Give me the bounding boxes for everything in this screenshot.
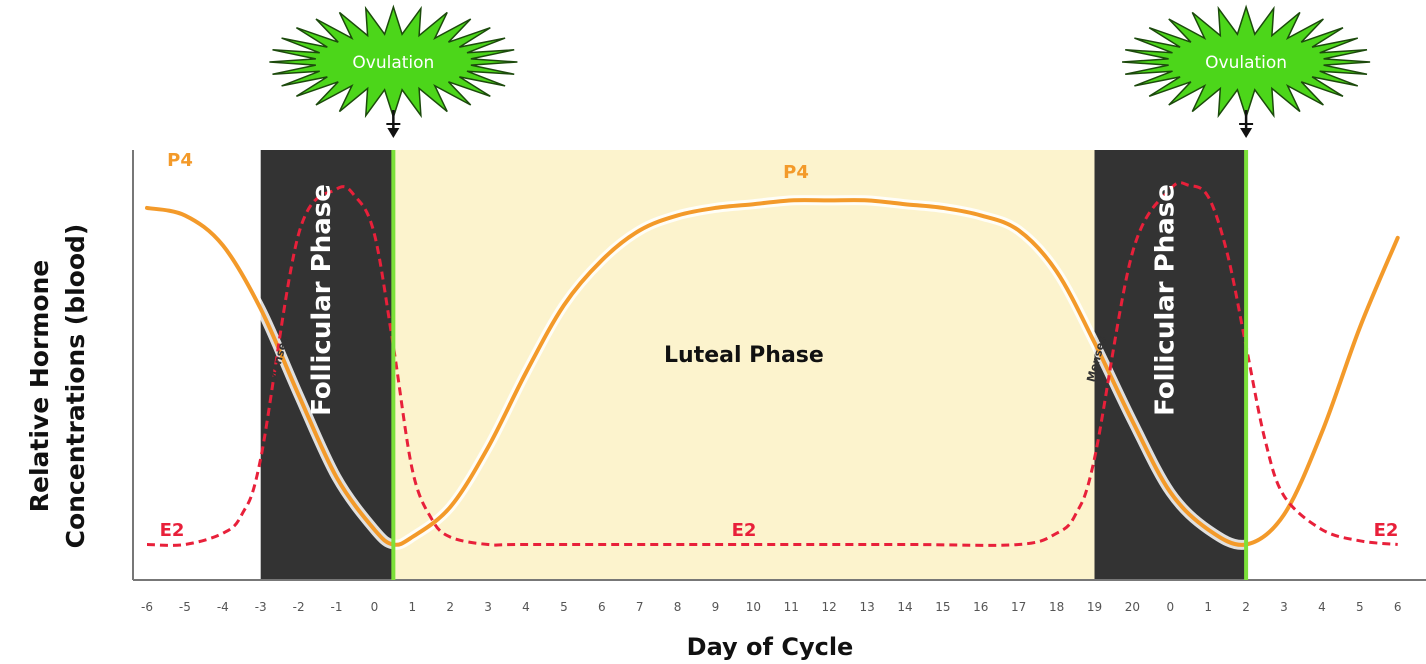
phase-band-3 — [1094, 150, 1247, 580]
x-tick-label: 19 — [1087, 600, 1102, 614]
x-tick-label: 4 — [1318, 600, 1326, 614]
ovulation-arrow-head-1 — [387, 128, 400, 138]
x-tick-label: 12 — [822, 600, 837, 614]
e2-label-3: E2 — [1374, 520, 1399, 541]
x-axis-title: Day of Cycle — [687, 633, 854, 661]
p4-curve — [145, 198, 1400, 547]
x-tick-label: 13 — [859, 600, 874, 614]
x-tick-label: 20 — [1125, 600, 1140, 614]
x-tick-label: 2 — [1242, 600, 1250, 614]
curve-layer — [142, 181, 1403, 550]
x-tick-label: 14 — [897, 600, 912, 614]
axis-layer — [132, 150, 1426, 581]
x-tick-label: -2 — [293, 600, 305, 614]
x-tick-label: 3 — [484, 600, 492, 614]
x-tick-label: -6 — [141, 600, 153, 614]
x-tick-label: -3 — [255, 600, 267, 614]
ovulation-label-1: Ovulation — [352, 53, 434, 73]
x-tick-label: 3 — [1280, 600, 1288, 614]
y-axis-title: Relative Hormone Concentrations (blood) — [25, 224, 90, 549]
x-tick-label: 4 — [522, 600, 530, 614]
x-tick-label: 2 — [446, 600, 454, 614]
phase-label-2: Luteal Phase — [664, 343, 824, 368]
x-tick-label: 16 — [973, 600, 988, 614]
e2-label-1: E2 — [160, 520, 185, 541]
phase-label-3: Follicular Phase — [1150, 184, 1180, 416]
p4-label-2: P4 — [783, 162, 809, 183]
y-axis-title-line-2: Concentrations (blood) — [61, 224, 90, 549]
ovulation-layer: Ovulation Ovulation — [269, 4, 1371, 580]
x-tick-label: -1 — [331, 600, 343, 614]
x-tick-label: 6 — [598, 600, 606, 614]
x-tick-label: 18 — [1049, 600, 1064, 614]
x-tick-label: 1 — [408, 600, 416, 614]
x-tick-label: 15 — [935, 600, 950, 614]
x-tick-label: -4 — [217, 600, 229, 614]
tick-label-layer: -6 -5 -4 -3 -2 -1 0 1 2 3 4 5 6 7 8 9 10 11 12 13 14 15 16 17 18… — [141, 600, 1402, 614]
x-tick-label: 8 — [674, 600, 682, 614]
x-tick-label: 6 — [1394, 600, 1402, 614]
phase-label-1: Follicular Phase — [307, 184, 337, 416]
x-tick-label: 17 — [1011, 600, 1026, 614]
x-tick-label: 5 — [1356, 600, 1364, 614]
x-tick-label: 1 — [1204, 600, 1212, 614]
x-tick-label: 11 — [784, 600, 799, 614]
ovulation-arrow-head-2 — [1240, 128, 1253, 138]
x-tick-label: 9 — [712, 600, 720, 614]
phase-band-2 — [393, 150, 1095, 580]
x-tick-label: 7 — [636, 600, 644, 614]
x-tick-label: -5 — [179, 600, 191, 614]
p4-label-1: P4 — [167, 150, 193, 171]
ovulation-label-2: Ovulation — [1205, 53, 1287, 73]
e2-label-2: E2 — [732, 520, 757, 541]
x-tick-label: 5 — [560, 600, 568, 614]
e2-curve — [146, 181, 1398, 547]
x-tick-label: 10 — [746, 600, 761, 614]
x-tick-label: 0 — [1166, 600, 1174, 614]
y-axis-title-line-1: Relative Hormone — [25, 260, 54, 513]
x-tick-label: 0 — [371, 600, 379, 614]
